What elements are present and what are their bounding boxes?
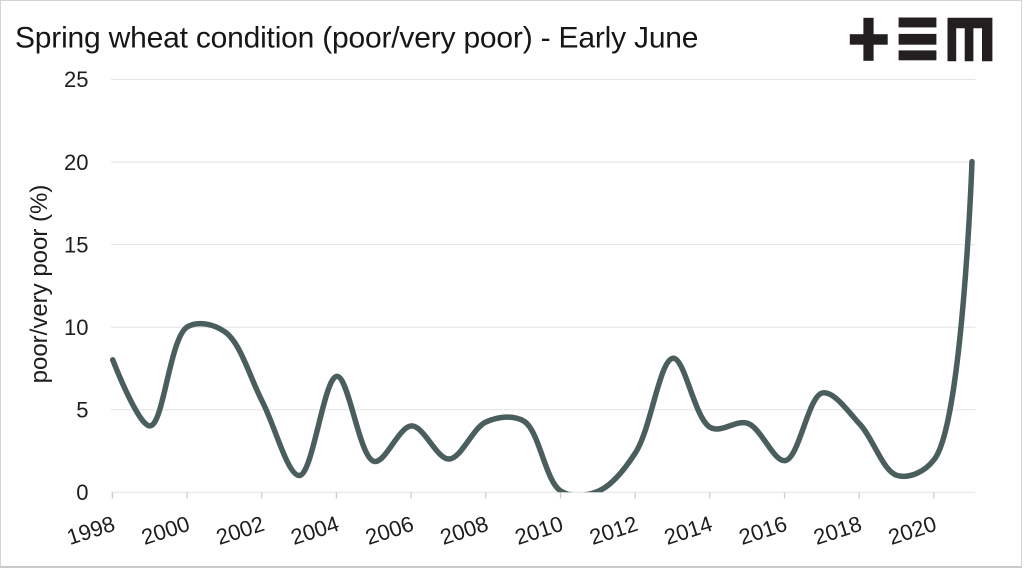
svg-text:2010: 2010 bbox=[512, 511, 566, 550]
svg-text:0: 0 bbox=[76, 480, 88, 505]
svg-text:25: 25 bbox=[64, 67, 88, 92]
svg-text:2008: 2008 bbox=[437, 511, 491, 550]
svg-text:2002: 2002 bbox=[213, 511, 267, 550]
svg-text:poor/very poor (%): poor/very poor (%) bbox=[26, 185, 53, 384]
svg-text:5: 5 bbox=[76, 398, 88, 423]
svg-text:2006: 2006 bbox=[362, 511, 416, 550]
svg-text:2004: 2004 bbox=[288, 511, 342, 550]
svg-text:2012: 2012 bbox=[586, 511, 640, 550]
svg-text:2016: 2016 bbox=[736, 511, 790, 550]
svg-text:2020: 2020 bbox=[885, 511, 939, 550]
svg-text:20: 20 bbox=[64, 150, 88, 175]
svg-text:15: 15 bbox=[64, 232, 88, 257]
svg-text:2000: 2000 bbox=[138, 511, 192, 550]
svg-text:1998: 1998 bbox=[64, 511, 118, 550]
svg-text:2014: 2014 bbox=[661, 511, 715, 550]
svg-text:10: 10 bbox=[64, 315, 88, 340]
svg-text:Spring wheat condition (poor/v: Spring wheat condition (poor/very poor) … bbox=[15, 22, 698, 55]
svg-text:2018: 2018 bbox=[810, 511, 864, 550]
